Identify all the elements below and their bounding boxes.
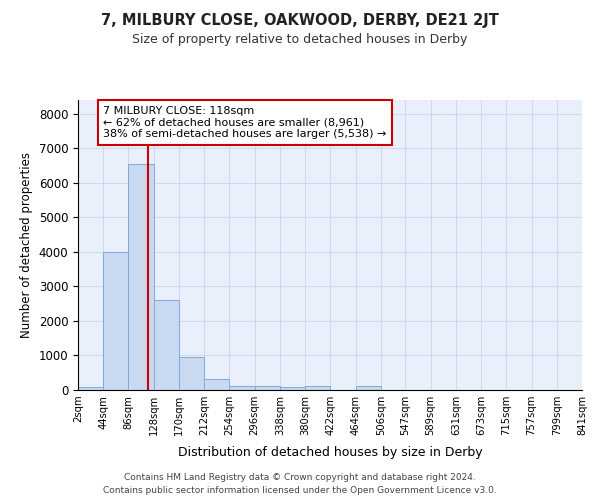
Bar (179, 357, 204, 390)
Bar (154, 300, 179, 390)
Bar (103, 252, 128, 390)
X-axis label: Distribution of detached houses by size in Derby: Distribution of detached houses by size … (178, 446, 482, 460)
Text: Size of property relative to detached houses in Derby: Size of property relative to detached ho… (133, 32, 467, 46)
Bar (128, 164, 154, 390)
Bar (229, 386, 254, 390)
Bar (305, 386, 331, 390)
Bar (204, 380, 229, 390)
Text: Contains public sector information licensed under the Open Government Licence v3: Contains public sector information licen… (103, 486, 497, 495)
Bar (254, 386, 280, 390)
Bar (356, 386, 381, 390)
Bar (280, 388, 305, 390)
Text: 7, MILBURY CLOSE, OAKWOOD, DERBY, DE21 2JT: 7, MILBURY CLOSE, OAKWOOD, DERBY, DE21 2… (101, 12, 499, 28)
Text: 7 MILBURY CLOSE: 118sqm
← 62% of detached houses are smaller (8,961)
38% of semi: 7 MILBURY CLOSE: 118sqm ← 62% of detache… (103, 106, 386, 139)
Y-axis label: Number of detached properties: Number of detached properties (20, 152, 33, 338)
Bar (78, 386, 103, 390)
Text: Contains HM Land Registry data © Crown copyright and database right 2024.: Contains HM Land Registry data © Crown c… (124, 474, 476, 482)
